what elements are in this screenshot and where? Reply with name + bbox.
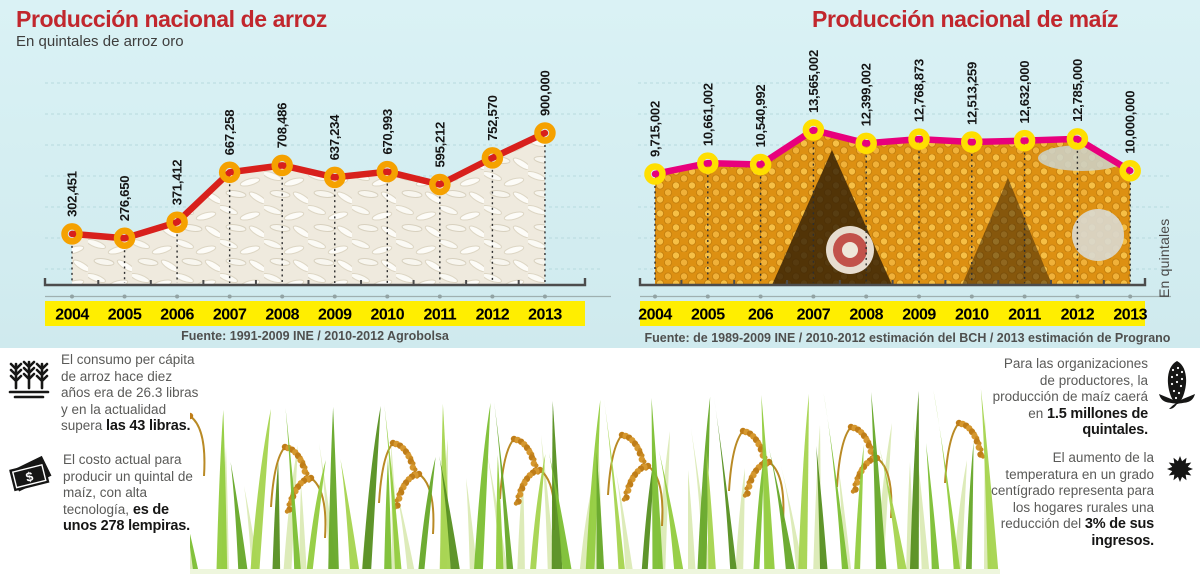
quintales-axis-label: En quintales: [1156, 218, 1172, 298]
sun-icon: [1163, 450, 1197, 549]
svg-text:$: $: [24, 468, 35, 484]
rice-plants-photo: [190, 389, 1000, 574]
note-text: El costo actual para producir un quintal…: [63, 452, 204, 535]
corn-chart-source: Fuente: de 1989-2009 INE / 2010-2012 est…: [644, 331, 1171, 345]
note-text-normal: El aumento de la temperatura en un grado…: [991, 450, 1154, 531]
corn-chart-title: Producción nacional de maíz: [812, 6, 1119, 32]
note-text-bold: las 43 libras.: [106, 418, 191, 434]
note-temperature-income: El aumento de la temperatura en un grado…: [989, 450, 1197, 549]
note-text-normal: El costo actual para producir un quintal…: [63, 452, 193, 517]
note-text-normal: Para las organizaciones de productores, …: [992, 356, 1148, 421]
rice-chart-subtitle: En quintales de arroz oro: [16, 33, 184, 50]
note-corn-cost: $ El costo actual para producir un quint…: [6, 452, 204, 535]
note-text-bold: 1.5 millones de quintales.: [1047, 405, 1148, 439]
note-text-normal: El consumo per cápita de arroz hace diez…: [61, 352, 199, 433]
corn-icon: [1157, 356, 1197, 439]
note-text-bold: es de unos 278 lempiras.: [63, 501, 190, 535]
note-text: Para las organizaciones de productores, …: [989, 356, 1149, 439]
money-icon: $: [6, 452, 54, 535]
note-corn-production-drop: Para las organizaciones de productores, …: [989, 356, 1197, 439]
rice-chart-source: Fuente: 1991-2009 INE / 2010-2012 Agrobo…: [181, 329, 449, 343]
wheat-icon: [6, 352, 52, 435]
chart-background: [0, 0, 1200, 348]
note-rice-consumption: El consumo per cápita de arroz hace diez…: [6, 352, 204, 435]
note-text: El consumo per cápita de arroz hace diez…: [61, 352, 204, 435]
rice-chart-title: Producción nacional de arroz: [16, 6, 327, 32]
note-text: El aumento de la temperatura en un grado…: [989, 450, 1154, 549]
note-text-bold: 3% de sus ingresos.: [1084, 516, 1154, 549]
